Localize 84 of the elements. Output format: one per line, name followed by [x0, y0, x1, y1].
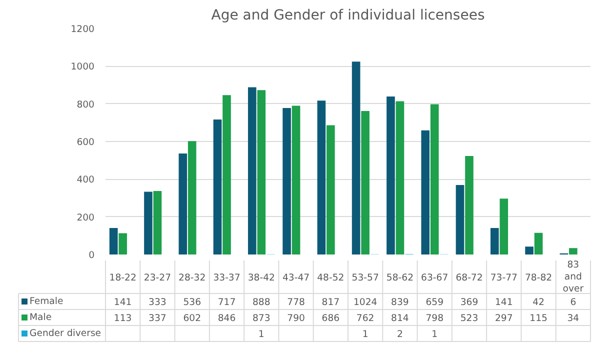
- bar: [396, 101, 404, 254]
- data-label: 141: [114, 297, 132, 308]
- bar: [361, 110, 370, 254]
- data-label: 873: [252, 313, 270, 324]
- data-label: 333: [148, 297, 166, 308]
- data-label: 536: [183, 297, 202, 308]
- bar: [213, 119, 222, 254]
- data-label: 369: [460, 297, 478, 308]
- legend-label: Male: [30, 312, 52, 323]
- y-tick-label: 600: [76, 137, 95, 148]
- data-label: 1: [362, 329, 368, 340]
- bar: [188, 141, 196, 254]
- legend-label: Gender diverse: [30, 328, 102, 339]
- data-label: 888: [252, 297, 270, 308]
- y-tick-label: 1200: [70, 24, 95, 35]
- x-tick-label: 43-47: [282, 272, 310, 284]
- x-tick-label: 68-72: [456, 272, 483, 284]
- x-tick-label: 58-62: [386, 272, 414, 284]
- x-tick-label: 63-67: [421, 272, 448, 284]
- chart-title: Age and Gender of individual licensees: [211, 8, 485, 24]
- bar: [109, 228, 118, 254]
- x-tick-label: 28-32: [178, 272, 206, 284]
- x-tick-label: 73-77: [490, 272, 518, 284]
- y-tick-label: 1000: [70, 62, 95, 73]
- data-label: 778: [287, 297, 306, 308]
- data-label: 846: [218, 313, 236, 324]
- data-label: 337: [148, 313, 166, 324]
- x-tick-label: 38-42: [248, 272, 275, 284]
- data-label: 115: [530, 313, 548, 324]
- data-label: 814: [391, 313, 409, 324]
- x-tick-label: 48-52: [317, 272, 344, 284]
- y-tick-label: 400: [76, 174, 95, 186]
- bar: [257, 90, 266, 254]
- data-label: 34: [567, 313, 580, 324]
- bar: [386, 96, 395, 254]
- data-label: 42: [532, 297, 544, 308]
- bar: [465, 156, 474, 254]
- bar: [352, 62, 360, 254]
- data-label: 790: [287, 313, 306, 324]
- bar: [525, 246, 534, 254]
- bar: [153, 191, 162, 254]
- x-tick-label: 83 and over: [562, 259, 584, 295]
- bar: [534, 232, 543, 254]
- bar: [569, 248, 578, 254]
- data-label: 297: [494, 313, 513, 324]
- data-label: 686: [322, 313, 340, 324]
- data-label: 6: [570, 297, 576, 308]
- x-tick-label: 53-57: [352, 272, 379, 284]
- bar: [292, 106, 300, 254]
- data-label: 602: [183, 313, 202, 324]
- bar: [222, 95, 231, 254]
- y-tick-label: 200: [76, 212, 95, 224]
- bar: [421, 130, 430, 254]
- data-label: 659: [426, 297, 444, 308]
- bar: [456, 185, 464, 254]
- data-label: 1: [258, 329, 264, 340]
- x-tick-label: 33-37: [213, 272, 240, 284]
- bar: [430, 104, 439, 254]
- bar: [500, 198, 508, 254]
- data-label: 2: [396, 329, 403, 340]
- y-tick-label: 800: [76, 99, 95, 110]
- bar: [317, 100, 326, 254]
- data-label: 762: [356, 313, 374, 324]
- data-label: 1: [432, 329, 438, 340]
- data-label: 1024: [353, 297, 378, 308]
- data-label: 839: [391, 297, 409, 308]
- x-tick-label: 23-27: [144, 272, 172, 284]
- bar: [248, 87, 256, 254]
- data-label: 113: [114, 313, 132, 324]
- bar: [326, 125, 335, 254]
- bar: [118, 233, 127, 254]
- bar: [490, 228, 499, 254]
- x-tick-label: 18-22: [109, 272, 136, 284]
- data-label: 798: [426, 313, 444, 324]
- legend-label: Female: [30, 296, 64, 307]
- bar: [178, 154, 188, 254]
- x-tick-label: 78-82: [524, 272, 552, 284]
- bar: [144, 192, 152, 254]
- bar: [282, 108, 291, 254]
- data-label: 141: [494, 297, 513, 308]
- data-label: 717: [218, 297, 236, 308]
- y-tick-label: 0: [88, 250, 95, 261]
- data-label: 523: [460, 313, 478, 324]
- data-label: 817: [322, 297, 340, 308]
